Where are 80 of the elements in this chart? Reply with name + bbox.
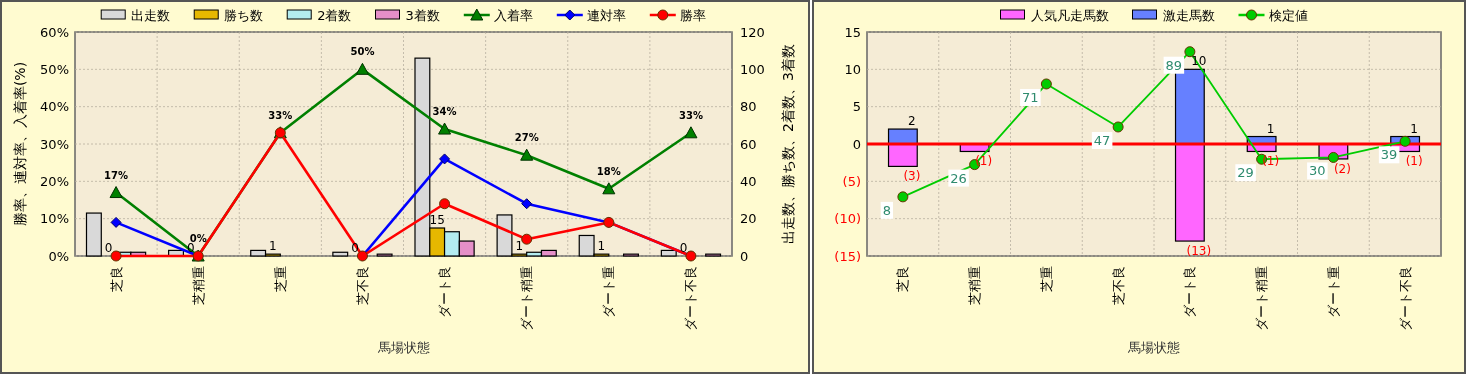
data-label: 18%	[596, 165, 621, 177]
data-label: (13)	[1186, 244, 1212, 259]
data-label: 71	[1022, 89, 1039, 105]
x-tick-label: 芝重	[1038, 266, 1054, 292]
data-label: 1	[1266, 121, 1275, 136]
legend-label: 出走数	[131, 7, 171, 23]
data-label: (2)	[1333, 161, 1351, 176]
legend-label: 検定値	[1268, 7, 1308, 23]
data-label: 2	[908, 114, 916, 129]
x-axis-title: 馬場状態	[376, 340, 430, 355]
y-tick-label: 10%	[40, 211, 69, 227]
legend-label: 2着数	[317, 7, 352, 23]
data-label: 33%	[678, 109, 703, 121]
x-tick-label: ダート重	[601, 266, 617, 318]
y-tick-label: 10	[844, 61, 861, 77]
data-label: (3)	[903, 169, 921, 184]
y-tick-label: 50%	[40, 61, 69, 77]
y2-tick-label: 60	[740, 136, 757, 152]
y-tick-label: (5)	[842, 173, 861, 189]
data-label: 27%	[514, 132, 539, 144]
y2-tick-label: 0	[740, 248, 749, 264]
x-tick-label: ダート稍重	[519, 266, 535, 331]
y-tick-label: 60%	[40, 24, 69, 40]
y-axis-title: 勝率、連対率、入着率(%)	[12, 61, 28, 227]
data-label: 8	[882, 202, 892, 218]
legend-label: 勝ち数	[224, 7, 264, 23]
data-label: 1	[1410, 121, 1418, 136]
x-tick-label: 芝不良	[1110, 266, 1126, 305]
y2-tick-label: 20	[740, 211, 757, 227]
y2-tick-label: 40	[740, 173, 757, 189]
data-label: 26	[950, 170, 967, 186]
data-label: 15	[429, 213, 445, 227]
data-label: 29	[1237, 165, 1254, 181]
legend-label: 3着数	[405, 7, 440, 23]
data-label: 0%	[189, 233, 207, 244]
y-tick-label: 30%	[40, 136, 69, 152]
legend-label: 激走馬数	[1162, 7, 1215, 23]
data-label: 0	[679, 241, 688, 255]
data-label: 1	[597, 239, 606, 254]
x-tick-label: ダート良	[1182, 266, 1198, 318]
legend-label: 連対率	[586, 7, 626, 23]
data-label: 17%	[104, 169, 129, 181]
y-tick-label: 5	[852, 99, 861, 115]
x-tick-label: ダート重	[1325, 266, 1341, 318]
x-tick-label: 芝不良	[354, 266, 370, 305]
data-label: 1	[269, 239, 277, 254]
y2-tick-label: 100	[740, 61, 765, 77]
data-label: 34%	[432, 106, 457, 118]
y2-axis-title: 出走数、勝ち数、2着数、3着数	[780, 44, 796, 244]
data-label: 30	[1309, 163, 1326, 179]
x-tick-label: 芝重	[272, 266, 288, 292]
legend-label: 人気凡走馬数	[1030, 7, 1109, 23]
y-tick-label: (15)	[834, 248, 861, 264]
x-tick-label: ダート不良	[683, 266, 699, 331]
y-tick-label: 15	[844, 24, 861, 40]
x-tick-label: 芝良	[108, 266, 124, 292]
x-tick-label: 芝良	[895, 266, 911, 292]
x-tick-label: 芝稍重	[967, 266, 983, 305]
legend-label: 勝率	[679, 7, 706, 23]
data-label: 50%	[350, 46, 375, 58]
y-tick-label: (10)	[834, 211, 861, 227]
y2-tick-label: 120	[740, 24, 765, 40]
y-tick-label: 0	[852, 136, 861, 152]
data-label: 1	[515, 239, 524, 254]
x-axis-title: 馬場状態	[1127, 340, 1180, 355]
data-label: 0	[104, 241, 113, 255]
y-tick-label: 40%	[40, 99, 69, 115]
y-tick-label: 0%	[48, 248, 69, 264]
data-label: 33%	[268, 109, 293, 121]
y-tick-label: 20%	[40, 173, 69, 189]
legend-label: 入着率	[493, 7, 533, 23]
data-label: 39	[1380, 147, 1398, 163]
data-label: (1)	[1405, 154, 1423, 169]
x-tick-label: ダート良	[437, 266, 453, 318]
x-tick-label: ダート稍重	[1254, 266, 1270, 331]
data-label: 89	[1165, 57, 1183, 73]
y2-tick-label: 80	[740, 99, 757, 115]
data-label: 47	[1093, 132, 1111, 148]
x-tick-label: ダート不良	[1397, 266, 1413, 331]
x-tick-label: 芝稍重	[190, 266, 206, 305]
